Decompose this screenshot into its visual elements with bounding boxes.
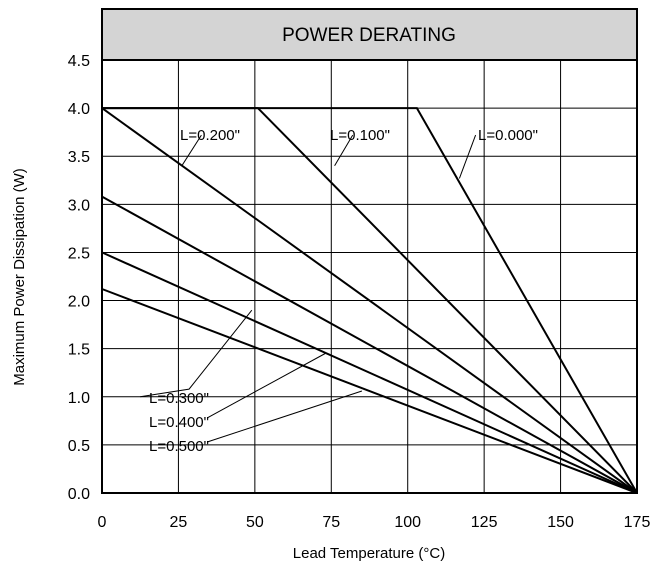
y-tick-label-7: 3.5 <box>68 149 90 166</box>
leader-line-5 <box>207 390 363 443</box>
x-tick-label-0: 0 <box>98 514 107 531</box>
leader-line-1 <box>334 134 354 167</box>
x-tick-label-3: 75 <box>322 514 340 531</box>
x-tick-label-7: 175 <box>624 514 651 531</box>
y-tick-label-8: 4.0 <box>68 101 90 118</box>
x-axis-label: Lead Temperature (°C) <box>293 545 445 562</box>
label-l0300: L=0.300" <box>149 390 209 407</box>
label-l0500: L=0.500" <box>149 438 209 455</box>
y-tick-label-1: 0.5 <box>68 438 90 455</box>
y-tick-label-2: 1.0 <box>68 390 90 407</box>
leader-line-2 <box>458 134 477 179</box>
plot-area <box>102 60 637 493</box>
series-lines <box>101 107 638 494</box>
x-tick-label-2: 50 <box>246 514 264 531</box>
x-tick-label-6: 150 <box>547 514 574 531</box>
label-l0100: L=0.100" <box>330 127 390 144</box>
y-tick-label-9: 4.5 <box>68 53 90 70</box>
leader-line-4 <box>206 353 326 419</box>
series-line-2 <box>101 107 638 494</box>
series-line-1 <box>102 107 638 494</box>
y-tick-label-4: 2.0 <box>68 294 90 311</box>
series-line-3 <box>101 195 638 494</box>
label-l0200: L=0.200" <box>180 127 240 144</box>
leader-line-0 <box>181 134 202 167</box>
title-banner <box>101 8 638 61</box>
y-tick-label-6: 3.0 <box>68 197 90 214</box>
y-tick-labels: 0.0 0.5 1.0 1.5 2.0 2.5 3.0 3.5 4.0 4.5 <box>68 53 90 503</box>
chart-title: POWER DERATING <box>282 25 456 46</box>
x-tick-labels: 0 25 50 75 100 125 150 175 <box>98 514 651 531</box>
series-line-4 <box>101 251 638 494</box>
y-axis-label: Maximum Power Dissipation (W) <box>11 168 28 386</box>
series-line-5 <box>101 288 638 494</box>
y-tick-label-5: 2.5 <box>68 245 90 262</box>
x-tick-label-4: 100 <box>394 514 421 531</box>
plot-frame <box>101 59 638 494</box>
y-tick-label-0: 0.0 <box>68 486 90 503</box>
y-tick-label-3: 1.5 <box>68 342 90 359</box>
x-tick-label-5: 125 <box>471 514 498 531</box>
label-l0000: L=0.000" <box>478 127 538 144</box>
x-tick-label-1: 25 <box>170 514 188 531</box>
leader-line-3 <box>140 309 253 398</box>
label-l0400: L=0.400" <box>149 414 209 431</box>
label-leader-lines <box>140 134 477 443</box>
